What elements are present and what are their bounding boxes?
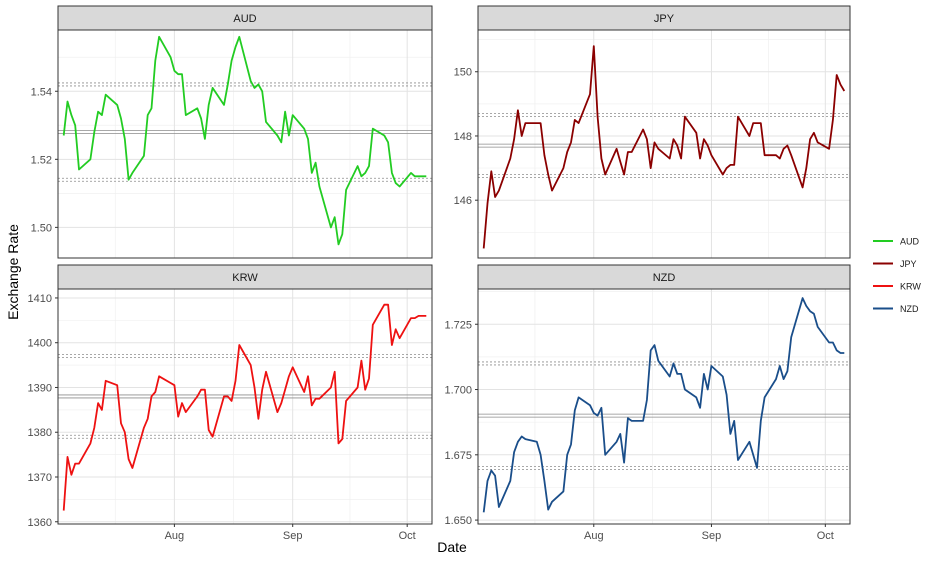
y-tick-label: 1.50 <box>31 222 52 234</box>
panel-krw: KRW 1360 1370 1380 1390 1400 1410 Aug Sep Oct <box>28 265 432 542</box>
x-tick-label: Oct <box>817 530 834 542</box>
legend-item-aud: AUD <box>873 237 920 247</box>
y-tick-label: 146 <box>454 195 472 207</box>
y-tick-label: 1.675 <box>444 450 472 462</box>
y-axis-label: Exchange Rate <box>5 224 21 320</box>
legend-label: JPY <box>900 259 917 269</box>
y-tick-label: 1.725 <box>444 319 472 331</box>
legend-item-nzd: NZD <box>873 304 919 314</box>
y-tick-label: 1.54 <box>31 86 52 98</box>
facet-strip-label: NZD <box>653 272 676 284</box>
facet-strip-label: AUD <box>233 13 256 25</box>
panel-nzd: NZD 1.650 1.675 1.700 1.725 Aug Sep Oct <box>444 265 850 542</box>
x-tick-label: Oct <box>399 530 416 542</box>
y-tick-label: 1.700 <box>444 385 472 397</box>
plot-background <box>58 30 432 258</box>
y-tick-label: 1390 <box>28 382 52 394</box>
legend-label: AUD <box>900 237 920 247</box>
legend-label: KRW <box>900 282 921 292</box>
y-tick-label: 1380 <box>28 427 52 439</box>
facet-strip-label: JPY <box>654 13 675 25</box>
legend-item-jpy: JPY <box>873 259 917 269</box>
x-tick-label: Sep <box>283 530 303 542</box>
x-tick-label: Aug <box>584 530 604 542</box>
y-tick-label: 148 <box>454 131 472 143</box>
y-tick-label: 150 <box>454 67 472 79</box>
y-tick-label: 1410 <box>28 293 52 305</box>
y-tick-label: 1.52 <box>31 154 52 166</box>
y-tick-label: 1.650 <box>444 515 472 527</box>
panels-layer: AUD 1.50 1.52 1.54 JPY 146 148 150 KRW 1360 1370 13… <box>28 6 850 542</box>
y-tick-label: 1400 <box>28 338 52 350</box>
panel-aud: AUD 1.50 1.52 1.54 <box>31 6 432 258</box>
facet-strip-label: KRW <box>232 272 258 284</box>
x-axis-label: Date <box>437 539 467 555</box>
legend-label: NZD <box>900 304 919 314</box>
panel-jpy: JPY 146 148 150 <box>454 6 850 258</box>
y-tick-label: 1370 <box>28 472 52 484</box>
x-tick-label: Aug <box>165 530 185 542</box>
y-tick-label: 1360 <box>28 517 52 529</box>
legend: AUD JPY KRW NZD <box>873 237 921 315</box>
legend-item-krw: KRW <box>873 282 921 292</box>
x-tick-label: Sep <box>702 530 722 542</box>
plot-background <box>58 289 432 524</box>
